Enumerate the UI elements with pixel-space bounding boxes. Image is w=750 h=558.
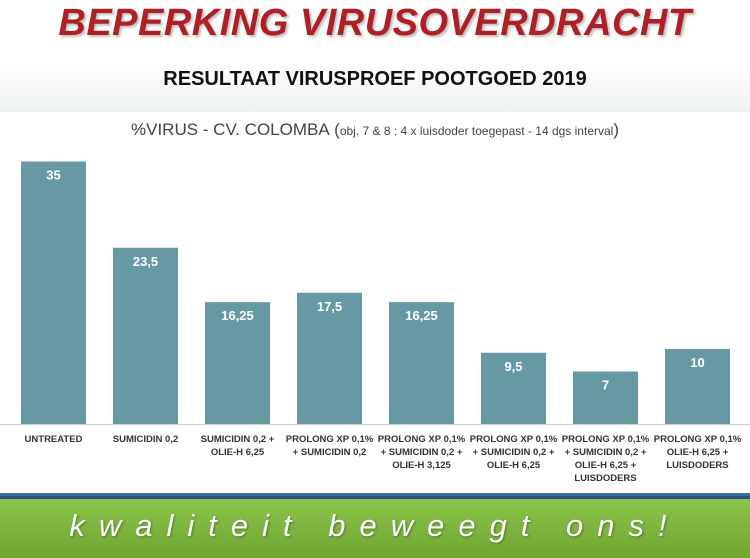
data-label: 16,25 <box>221 308 254 323</box>
x-tick-label: PROLONG XP 0,1% + SUMICIDIN 0,2 + OLIE-H 6… <box>562 434 650 484</box>
x-tick-label-line: OLIE-H 3,125 <box>392 460 451 471</box>
chart-title-note: obj. 7 & 8 : 4 x luisdoder toegepast - 1… <box>339 124 614 138</box>
header-band <box>0 0 750 112</box>
footer-slogan: kwaliteit beweegt ons! <box>69 508 681 543</box>
x-tick-label: SUMICIDIN 0,2 + OLIE-H 6,25 <box>201 434 275 458</box>
data-label: 17,5 <box>317 299 342 314</box>
x-tick-label-line: OLIE-H 6,25 + <box>575 460 637 471</box>
bar <box>21 161 86 424</box>
bar <box>113 247 178 424</box>
x-tick-label-line: PROLONG XP 0,1% <box>378 434 466 445</box>
x-tick-label-line: LUISDODERS <box>574 473 636 484</box>
x-tick-label-line: PROLONG XP 0,1% <box>286 434 374 445</box>
x-tick-label-line: SUMICIDIN 0,2 + <box>201 434 275 445</box>
x-tick-label-line: UNTREATED <box>25 434 83 445</box>
x-tick-label-line: OLIE-H 6,25 + <box>667 447 729 458</box>
chart-title-paren-close: ) <box>613 120 619 139</box>
main-title: BEPERKING VIRUSOVERDRACHT <box>58 2 692 44</box>
data-label: 10 <box>690 355 704 370</box>
chart-title: %VIRUS - CV. COLOMBA (obj. 7 & 8 : 4 x l… <box>0 120 750 140</box>
x-tick-label-line: PROLONG XP 0,1% <box>654 434 742 445</box>
x-tick-label-line: OLIE-H 6,25 <box>211 447 265 458</box>
data-label: 7 <box>602 378 609 393</box>
bar <box>573 371 638 424</box>
data-label: 35 <box>46 168 60 183</box>
x-tick-label-line: + SUMICIDIN 0,2 <box>293 447 367 458</box>
bar-chart: 35 UNTREATED 23,5 SUMICIDIN 0,2 16,25 SUMICID… <box>0 161 750 484</box>
data-label: 16,25 <box>405 308 438 323</box>
subtitle: RESULTAAT VIRUSPROEF POOTGOED 2019 <box>163 68 587 90</box>
divider-stripe-dark <box>0 496 750 499</box>
x-tick-label-line: PROLONG XP 0,1% <box>562 434 650 445</box>
bar <box>205 302 270 424</box>
x-tick-label: SUMICIDIN 0,2 <box>113 434 178 445</box>
bar <box>481 352 546 424</box>
footer-banner: kwaliteit beweegt ons! <box>0 499 750 558</box>
bar <box>665 349 730 424</box>
x-tick-label-line: + SUMICIDIN 0,2 + <box>565 447 647 458</box>
x-tick-label: PROLONG XP 0,1% + SUMICIDIN 0,2 + OLIE-H 6… <box>470 434 558 471</box>
x-tick-label-line: + SUMICIDIN 0,2 + <box>381 447 463 458</box>
x-tick-label: UNTREATED <box>25 434 83 445</box>
data-label: 23,5 <box>133 254 158 269</box>
x-tick-label-line: OLIE-H 6,25 <box>487 460 541 471</box>
bar <box>297 292 362 424</box>
x-tick-label: PROLONG XP 0,1% + SUMICIDIN 0,2 <box>286 434 374 458</box>
bar <box>389 302 454 424</box>
x-tick-label-line: + SUMICIDIN 0,2 + <box>473 447 555 458</box>
data-label: 9,5 <box>504 359 522 374</box>
x-tick-label-line: PROLONG XP 0,1% <box>470 434 558 445</box>
x-tick-label: PROLONG XP 0,1% OLIE-H 6,25 + LUISDODERS <box>654 434 742 471</box>
x-tick-label: PROLONG XP 0,1% + SUMICIDIN 0,2 + OLIE-H 3… <box>378 434 466 471</box>
chart-title-main: %VIRUS - CV. COLOMBA <box>131 120 330 139</box>
chart-title-paren-open: ( <box>334 120 340 139</box>
x-tick-label-line: LUISDODERS <box>666 460 728 471</box>
x-tick-label-line: SUMICIDIN 0,2 <box>113 434 178 445</box>
divider-stripe <box>0 493 750 496</box>
